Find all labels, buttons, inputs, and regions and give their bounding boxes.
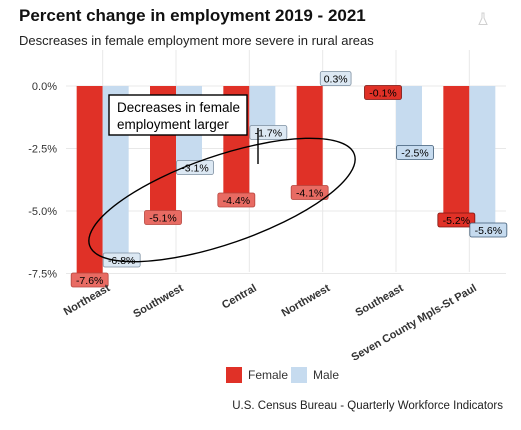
chart-subtitle: Descreases in female employment more sev… (19, 33, 374, 48)
value-label-female: -5.2% (437, 212, 476, 228)
svg-text:-5.2%: -5.2% (443, 215, 470, 227)
svg-text:-4.1%: -4.1% (296, 188, 323, 200)
x-tick-label: Seven County Mpls-St Paul (349, 282, 478, 360)
value-label-female: -4.1% (290, 185, 329, 200)
value-label-female: -5.1% (144, 210, 182, 225)
legend-item-female: Female (226, 367, 288, 383)
value-label-female: -4.4% (217, 192, 256, 208)
svg-text:-2.5%: -2.5% (401, 148, 428, 160)
bar-female-seven-county-mpls-st-paul (443, 86, 470, 216)
svg-text:-4.4%: -4.4% (223, 195, 250, 207)
annotation-line-2: employment larger (117, 117, 229, 132)
svg-text:-7.6%: -7.6% (76, 275, 103, 287)
value-label-male: -2.5% (396, 145, 434, 160)
gridlines (66, 50, 506, 274)
y-tick-label: -7.5% (28, 269, 57, 281)
legend-swatch-male (291, 367, 307, 383)
value-label-female: -7.6% (70, 272, 109, 288)
highlight-ellipse (88, 137, 356, 263)
bar-male-central (249, 86, 276, 129)
svg-text:-1.7%: -1.7% (255, 128, 282, 140)
x-tick-label: Southeast (353, 282, 405, 319)
y-tick-label: 0.0% (32, 81, 57, 93)
source-caption: U.S. Census Bureau - Quarterly Workforce… (232, 400, 503, 412)
chart-title: Percent change in employment 2019 - 2021 (19, 6, 366, 25)
legend: Female Male (0, 367, 521, 389)
legend-item-male: Male (291, 367, 339, 383)
value-label-male: -1.7% (249, 125, 288, 140)
svg-text:0.3%: 0.3% (324, 74, 348, 86)
legend-swatch-female (226, 367, 242, 383)
svg-text:-5.1%: -5.1% (149, 213, 176, 225)
x-tick-label: Southwest (131, 282, 185, 320)
x-tick-label: Northwest (280, 282, 333, 319)
annotation-callout: Decreases in female employment larger (108, 94, 248, 136)
legend-label-male: Male (313, 368, 340, 382)
x-tick-label: Northeast (62, 282, 113, 318)
svg-text:-3.1%: -3.1% (181, 163, 208, 175)
bar-male-seven-county-mpls-st-paul (469, 86, 496, 226)
y-tick-label: -5.0% (28, 206, 57, 218)
bar-chart: 0.0% -2.5% -5.0% -7.5% -7.6% -6.8% Northeast -5… (28, 50, 508, 360)
bar-female-northwest (296, 86, 323, 189)
svg-text:-5.6%: -5.6% (475, 225, 502, 237)
value-label-male: 0.3% (319, 71, 352, 86)
annotation-line-1: Decreases in female (117, 100, 240, 115)
svg-text:-0.1%: -0.1% (369, 88, 396, 100)
y-tick-label: -2.5% (28, 144, 57, 156)
flask-icon (478, 12, 488, 25)
value-label-male: -6.8% (102, 252, 141, 268)
legend-label-female: Female (248, 368, 289, 382)
value-label-female: -0.1% (364, 85, 402, 100)
value-label-male: -5.6% (469, 222, 508, 238)
x-tick-label: Central (220, 282, 259, 311)
